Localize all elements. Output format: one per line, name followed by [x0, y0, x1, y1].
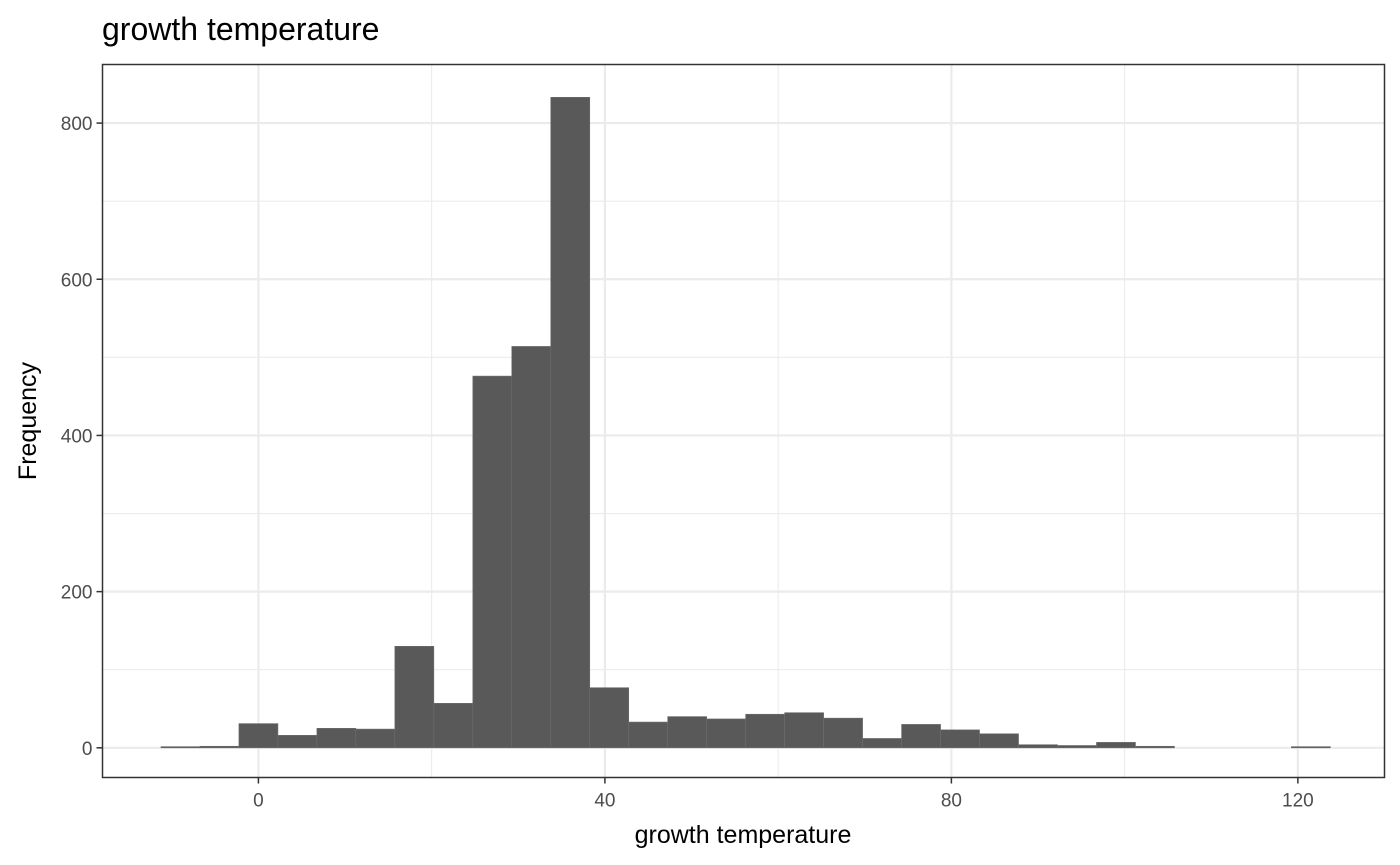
- histogram-bar: [550, 96, 591, 749]
- histogram-bar: [784, 712, 824, 749]
- plot-panel-border: [101, 63, 1386, 779]
- histogram-bar: [433, 703, 474, 749]
- y-tick-label: 800: [61, 114, 93, 135]
- histogram-bar: [355, 728, 396, 749]
- histogram-bar: [901, 724, 941, 749]
- y-tick-label: 200: [61, 583, 93, 604]
- histogram-bar: [706, 718, 746, 749]
- histogram-bar: [979, 733, 1019, 749]
- x-tick-label: 0: [253, 791, 264, 812]
- histogram-bar: [862, 738, 902, 749]
- histogram-bar: [1018, 744, 1058, 749]
- histogram-bar: [628, 721, 669, 749]
- y-tick-label: 400: [61, 426, 93, 447]
- histogram-bar: [316, 728, 357, 749]
- histogram-bar: [1096, 742, 1136, 749]
- x-tick-label: 80: [941, 791, 962, 812]
- histogram-bar: [277, 735, 318, 749]
- histogram-bar: [823, 717, 863, 749]
- y-axis-title: Frequency: [14, 361, 42, 480]
- x-tick-label: 40: [594, 791, 615, 812]
- histogram-bar: [667, 716, 707, 749]
- histogram-bar: [238, 723, 279, 749]
- histogram-bar: [511, 346, 552, 749]
- chart-title: growth temperature: [102, 11, 379, 47]
- grid-lines: [102, 64, 1385, 778]
- y-tick-label: 600: [61, 270, 93, 291]
- histogram-bar: [589, 687, 630, 749]
- histogram-bar: [1135, 745, 1175, 749]
- histogram-bars: [160, 96, 1331, 749]
- histogram-bar: [1291, 746, 1331, 749]
- histogram-bar: [160, 746, 201, 749]
- histogram-bar: [394, 646, 435, 749]
- histogram-bar: [1057, 745, 1097, 749]
- x-axis-title: growth temperature: [635, 821, 852, 849]
- histogram-bar: [940, 729, 980, 749]
- axis-ticks: 0 40 80 120 0 200 400 600 800: [61, 114, 1314, 811]
- y-tick-label: 0: [82, 739, 93, 760]
- histogram-bar: [199, 745, 240, 749]
- histogram-bar: [745, 713, 785, 749]
- x-tick-label: 120: [1282, 791, 1314, 812]
- histogram-bar: [472, 375, 513, 749]
